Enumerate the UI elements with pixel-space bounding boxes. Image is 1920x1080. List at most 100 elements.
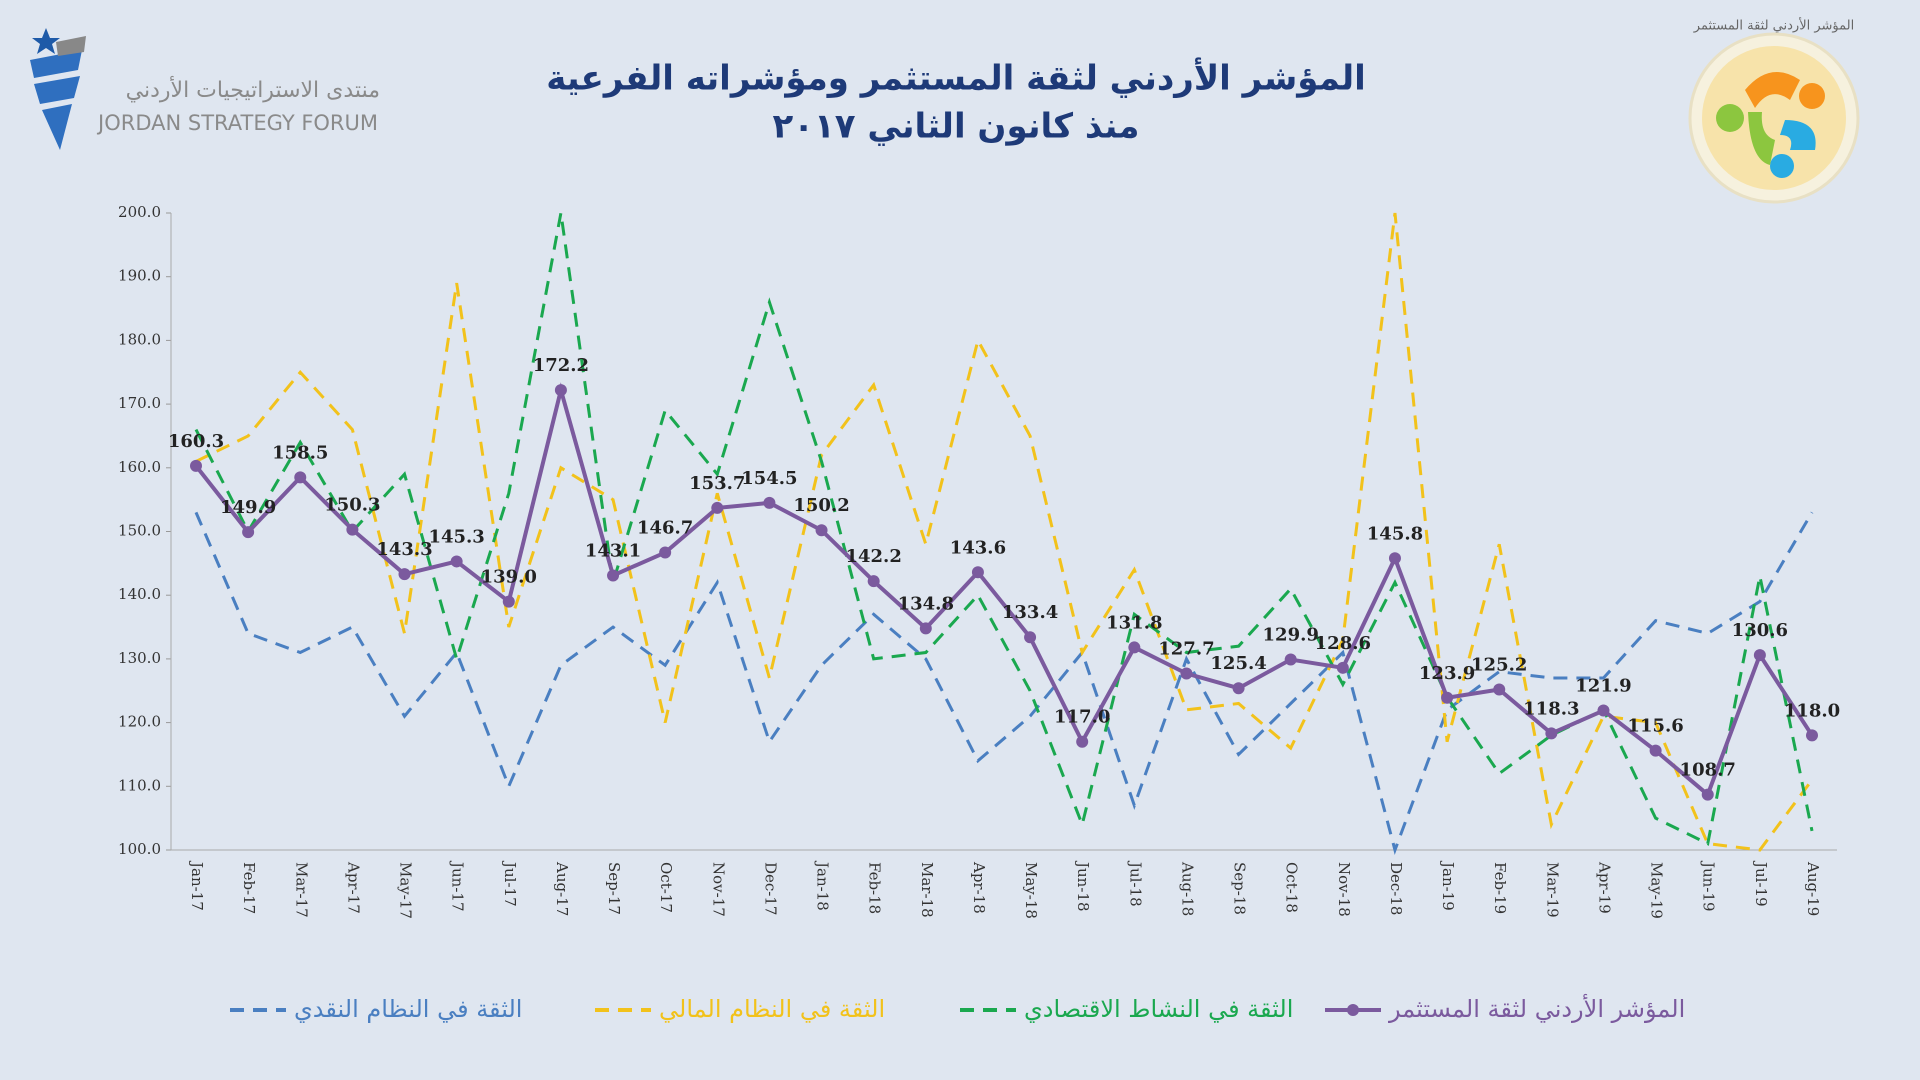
data-label: 127.7 xyxy=(1158,639,1214,660)
plot-area: 100.0 110.0 120.0 130.0 140.0 150.0 160.0 170.0… xyxy=(118,203,1840,1023)
x-tick-label: Nov-18 xyxy=(1335,862,1353,917)
logo-text-en: JORDAN STRATEGY FORUM xyxy=(96,111,378,135)
legend-label: الثقة في النظام المالي xyxy=(659,995,885,1023)
data-label: 158.5 xyxy=(272,442,328,463)
data-label: 123.9 xyxy=(1419,663,1475,684)
y-tick-label: 180.0 xyxy=(118,330,161,348)
data-label: 145.8 xyxy=(1367,523,1423,544)
data-label: 142.2 xyxy=(845,546,901,567)
data-label: 154.5 xyxy=(741,468,797,489)
data-label: 149.9 xyxy=(220,497,276,518)
y-tick-label: 160.0 xyxy=(118,458,161,476)
x-tick-label: Jun-17 xyxy=(449,860,467,912)
point xyxy=(346,523,359,536)
data-label: 143.1 xyxy=(585,540,641,561)
data-label: 108.7 xyxy=(1680,760,1736,781)
data-label: 172.2 xyxy=(533,355,589,376)
point xyxy=(190,459,202,472)
point xyxy=(971,566,984,579)
x-tick-label: Feb-19 xyxy=(1491,862,1509,914)
point xyxy=(919,622,932,635)
x-tick-label: Aug-17 xyxy=(553,861,571,916)
y-tick-label: 120.0 xyxy=(118,713,161,731)
point xyxy=(502,595,515,608)
x-tick-label: Aug-18 xyxy=(1178,861,1196,916)
point xyxy=(815,524,828,537)
data-label: 146.7 xyxy=(637,518,693,539)
point xyxy=(1076,735,1089,748)
data-label: 125.2 xyxy=(1471,654,1527,675)
logo xyxy=(30,28,86,150)
x-tick-label: Apr-19 xyxy=(1595,861,1613,914)
y-tick-label: 150.0 xyxy=(118,522,161,540)
data-label: 129.9 xyxy=(1263,625,1319,646)
data-label: 150.2 xyxy=(793,495,849,516)
y-tick-label: 110.0 xyxy=(118,776,161,794)
badge-text: المؤشر الأردني لثقة المستثمر xyxy=(1693,17,1854,34)
data-label: 160.3 xyxy=(168,431,224,452)
legend-label: الثقة في النظام النقدي xyxy=(294,995,522,1023)
x-tick-label: May-19 xyxy=(1648,862,1666,919)
x-tick-label: Oct-18 xyxy=(1283,862,1301,913)
data-label: 139.0 xyxy=(481,567,537,588)
x-tick-label: Jan-19 xyxy=(1439,860,1457,911)
x-tick-label: Feb-18 xyxy=(866,862,884,914)
y-tick-label: 200.0 xyxy=(118,203,161,221)
data-label: 118.3 xyxy=(1523,698,1579,719)
point xyxy=(1388,552,1401,565)
point xyxy=(294,471,307,484)
x-tick-label: Jul-18 xyxy=(1126,860,1144,907)
x-tick-label: Apr-18 xyxy=(970,861,988,914)
point xyxy=(242,526,255,539)
point xyxy=(1180,667,1193,680)
point xyxy=(1806,729,1818,742)
point xyxy=(1024,631,1037,644)
point xyxy=(1753,649,1766,662)
data-label: 143.3 xyxy=(376,539,432,560)
data-label: 125.4 xyxy=(1210,653,1266,674)
legend-label: المؤشر الأردني لثقة المستثمر xyxy=(1388,994,1685,1023)
y-tick-label: 170.0 xyxy=(118,394,161,412)
x-tick-label: Jan-18 xyxy=(814,860,832,911)
x-tick-label: Mar-18 xyxy=(918,862,936,918)
y-tick-label: 130.0 xyxy=(118,649,161,667)
x-tick-label: Aug-19 xyxy=(1804,861,1822,916)
x-tick-label: Dec-18 xyxy=(1387,862,1405,915)
point xyxy=(1336,661,1349,674)
series-line xyxy=(194,382,1814,798)
badge xyxy=(1688,32,1860,204)
x-tick-label: Nov-17 xyxy=(709,862,727,917)
data-label: 117.0 xyxy=(1054,707,1110,728)
data-label: 145.3 xyxy=(428,526,484,547)
data-label: 121.9 xyxy=(1575,675,1631,696)
x-tick-label: Jun-19 xyxy=(1700,860,1718,912)
point xyxy=(1597,704,1610,717)
data-label: 128.6 xyxy=(1315,633,1371,654)
series-line xyxy=(195,212,1814,852)
point xyxy=(1649,744,1662,757)
x-tick-label: Jul-19 xyxy=(1752,860,1770,907)
x-tick-label: Mar-17 xyxy=(292,862,310,918)
logo-text-ar: منتدى الاستراتيجيات الأردني xyxy=(126,76,380,103)
point xyxy=(1284,653,1297,666)
point xyxy=(1232,682,1245,695)
point xyxy=(1545,727,1558,740)
data-label: 134.8 xyxy=(898,593,954,614)
x-tick-label: Jan-17 xyxy=(188,860,206,911)
x-tick-label: Oct-17 xyxy=(657,862,675,913)
series-line xyxy=(194,511,1814,855)
legend-marker xyxy=(1347,1004,1359,1016)
x-tick-label: May-18 xyxy=(1022,862,1040,919)
data-label: 143.6 xyxy=(950,537,1006,558)
data-label: 130.6 xyxy=(1732,620,1788,641)
legend-label: الثقة في النشاط الاقتصادي xyxy=(1024,995,1293,1023)
y-tick-label: 190.0 xyxy=(118,267,161,285)
point xyxy=(398,568,411,581)
x-tick-label: Jun-18 xyxy=(1074,860,1092,912)
data-label: 115.6 xyxy=(1627,716,1683,737)
x-tick-label: May-17 xyxy=(397,862,415,919)
x-tick-label: Sep-17 xyxy=(605,862,623,915)
